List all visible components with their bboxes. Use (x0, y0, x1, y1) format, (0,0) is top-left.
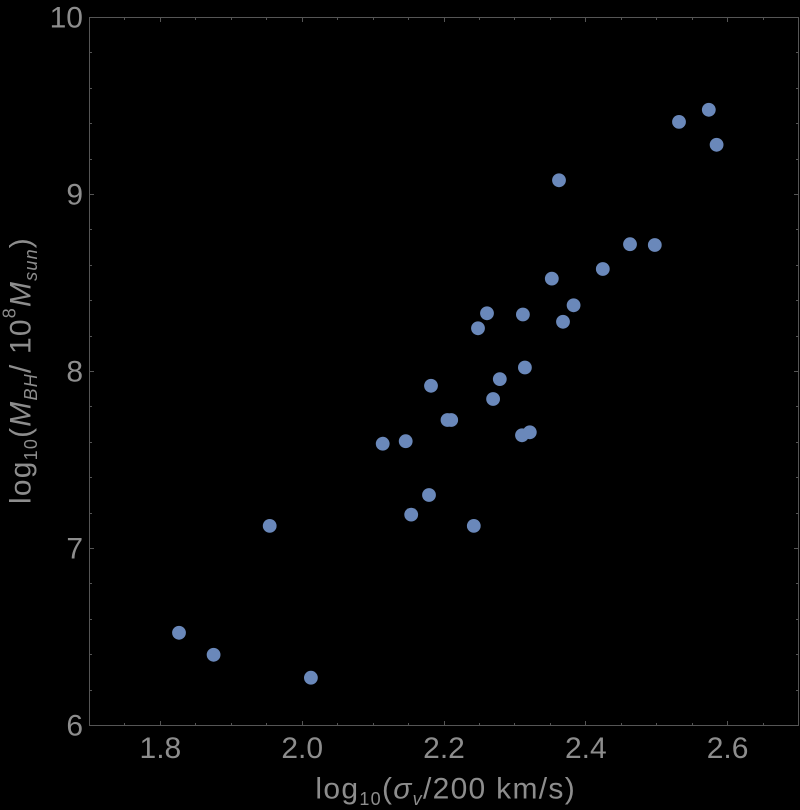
svg-text:1.8: 1.8 (140, 732, 182, 765)
svg-text:6: 6 (66, 710, 83, 743)
svg-text:7: 7 (66, 533, 83, 566)
svg-text:2.6: 2.6 (707, 732, 749, 765)
svg-text:2.0: 2.0 (281, 732, 323, 765)
svg-text:log10(MBH/ 108Msun): log10(MBH/ 108Msun) (0, 237, 41, 504)
svg-text:2.4: 2.4 (565, 732, 607, 765)
svg-text:log10(σv/200 km/s): log10(σv/200 km/s) (315, 773, 576, 810)
svg-text:2.2: 2.2 (423, 732, 465, 765)
svg-text:10: 10 (50, 2, 83, 35)
svg-text:8: 8 (66, 356, 83, 389)
svg-text:9: 9 (66, 179, 83, 212)
